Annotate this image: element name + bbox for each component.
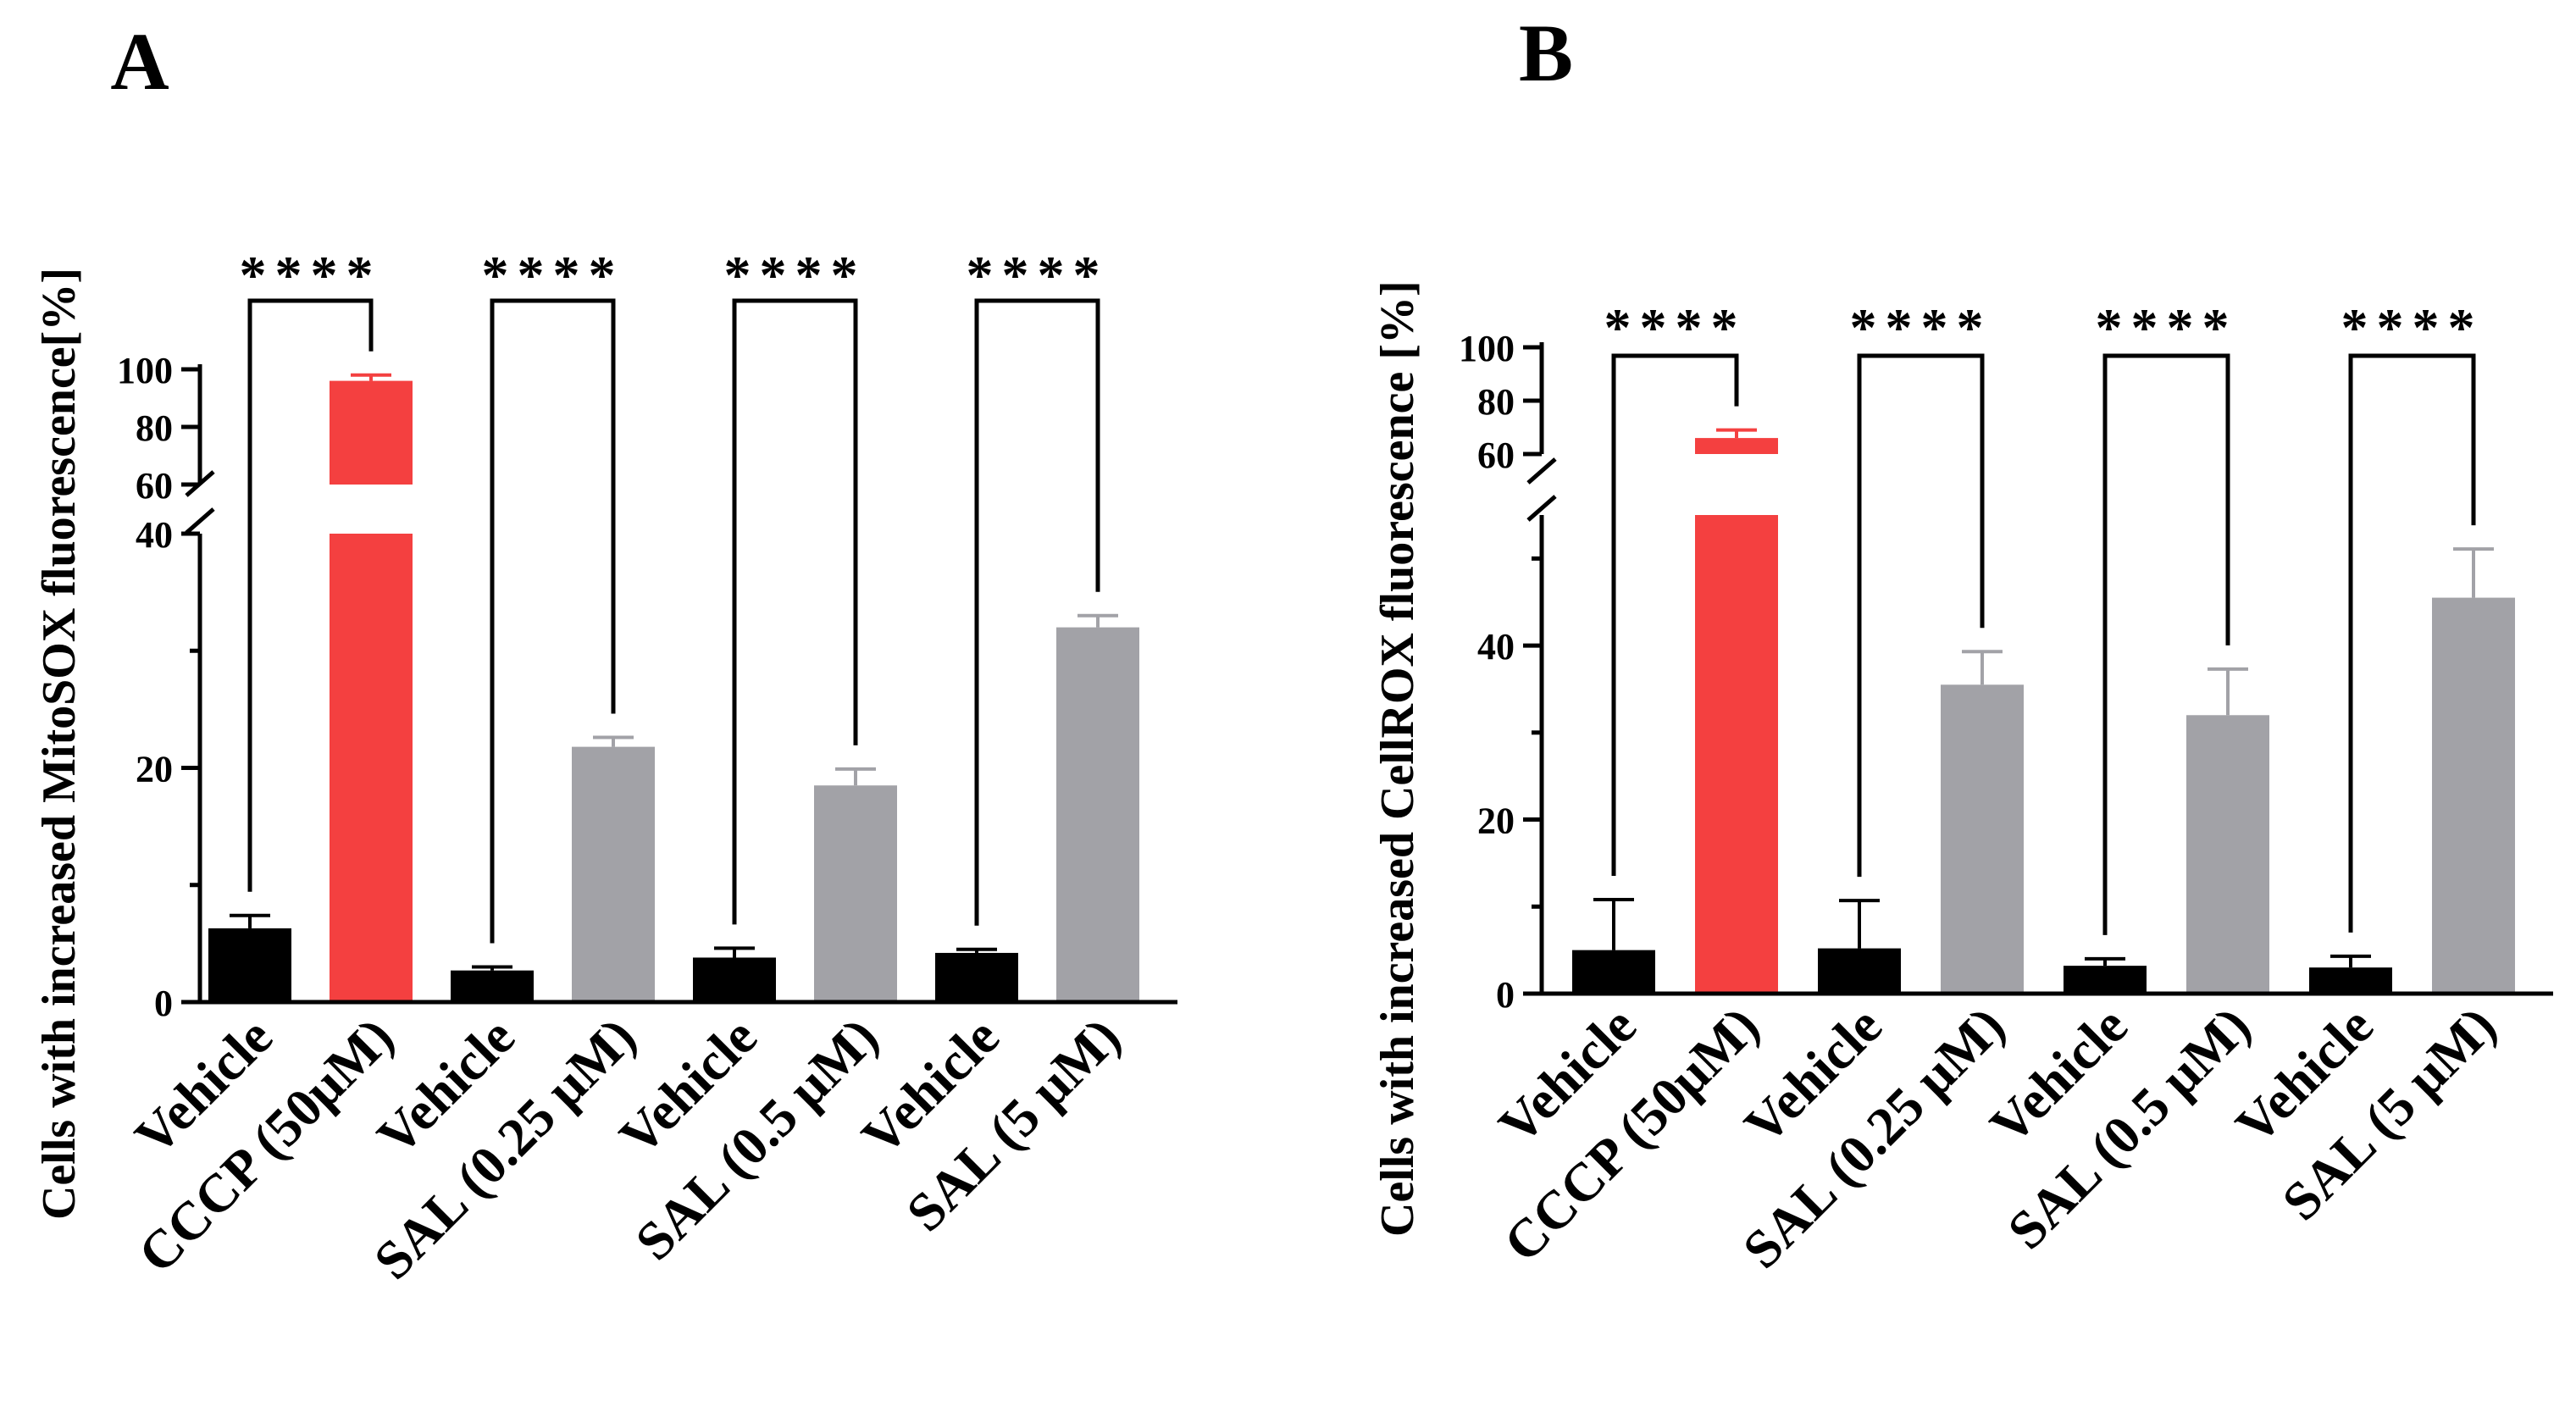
- bar: [1572, 950, 1655, 994]
- panel-b: B Cells with increased CellROX fluorescen…: [1371, 8, 2553, 1280]
- panel-a: A Cells with increased MitoSOX fluorescen…: [33, 16, 1177, 1291]
- bar: [2064, 966, 2147, 994]
- y-tick-label: 40: [1477, 626, 1515, 667]
- bar: [2186, 715, 2269, 994]
- significance-bracket: [1857, 353, 1985, 878]
- significance-stars: ****: [1604, 297, 1747, 357]
- bar: [572, 746, 655, 1002]
- significance-bracket: [974, 298, 1100, 926]
- bar-upper-segment: [330, 380, 413, 485]
- y-tick-label: 0: [1496, 974, 1515, 1016]
- panel-label: B: [1519, 8, 1573, 98]
- y-tick-label: 60: [136, 465, 173, 507]
- y-tick-label: 100: [1459, 328, 1515, 369]
- bar: [1818, 948, 1901, 994]
- bar: [935, 952, 1018, 1002]
- y-tick-label: 60: [1477, 435, 1515, 476]
- significance-bracket: [1611, 353, 1739, 877]
- significance-stars: ****: [967, 245, 1109, 305]
- y-tick-label: 20: [1477, 800, 1515, 842]
- y-tick-label: 0: [154, 983, 173, 1024]
- significance-stars: ****: [2341, 297, 2484, 357]
- bar: [2309, 967, 2392, 994]
- axis-break-mark: [185, 507, 215, 535]
- y-axis-label: Cells with increased CellROX fluorescenc…: [1371, 280, 1424, 1237]
- bar: [1941, 684, 2024, 994]
- significance-bracket: [732, 298, 858, 925]
- bar-lower-segment: [1695, 515, 1778, 994]
- bar-upper-segment: [1695, 438, 1778, 454]
- bar: [451, 970, 534, 1002]
- bar-lower-segment: [330, 534, 413, 1002]
- axis-break-mark: [1526, 495, 1557, 522]
- y-tick-label: 80: [136, 407, 173, 449]
- y-tick-label: 40: [136, 514, 173, 556]
- significance-bracket: [2102, 353, 2230, 935]
- significance-stars: ****: [2096, 297, 2238, 357]
- significance-stars: ****: [482, 245, 624, 305]
- significance-stars: ****: [724, 245, 867, 305]
- y-tick-label: 20: [136, 749, 173, 790]
- y-tick-label: 80: [1477, 381, 1515, 423]
- significance-stars: ****: [240, 245, 382, 305]
- y-tick-label: 100: [117, 350, 173, 391]
- bar: [693, 957, 776, 1002]
- significance-stars: ****: [1850, 297, 1992, 357]
- y-axis-label: Cells with increased MitoSOX fluorescenc…: [33, 268, 86, 1220]
- bar: [208, 928, 291, 1002]
- significance-bracket: [490, 298, 616, 944]
- bar: [814, 785, 897, 1002]
- bar: [1056, 627, 1139, 1002]
- axis-break-mark: [1526, 457, 1557, 485]
- significance-bracket: [2348, 353, 2476, 933]
- panel-label: A: [110, 16, 169, 107]
- bar: [2432, 597, 2515, 994]
- significance-bracket: [247, 298, 374, 892]
